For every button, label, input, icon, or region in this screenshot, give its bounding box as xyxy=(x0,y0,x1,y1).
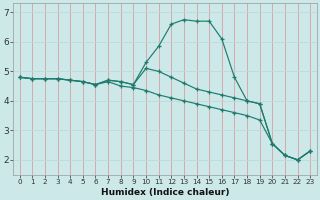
X-axis label: Humidex (Indice chaleur): Humidex (Indice chaleur) xyxy=(101,188,229,197)
